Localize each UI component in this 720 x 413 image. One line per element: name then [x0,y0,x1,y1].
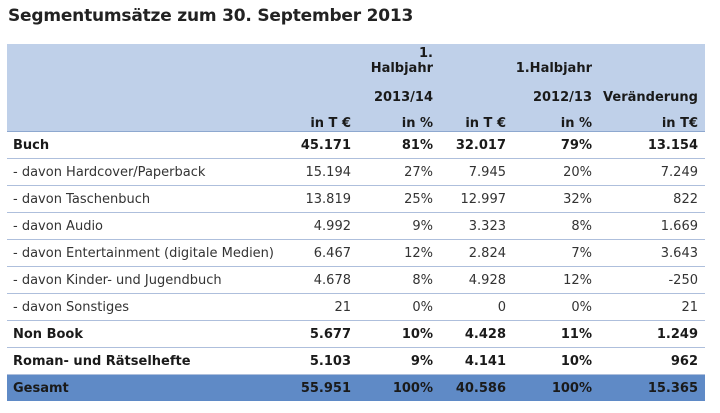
table-row: - davon Entertainment (digitale Medien) … [7,239,705,267]
value-2012: 2.824 [440,239,513,267]
header-row-period-line1: 1. Halbjahr 1.Halbjahr [7,44,705,79]
value-2013: 6.467 [282,239,358,267]
value-2013: 5.103 [282,347,358,375]
percent-2013: 9% [358,212,440,240]
header-empty-cell [7,79,282,105]
value-2012: 32.017 [440,131,513,159]
segment-revenue-table: 1. Halbjahr 1.Halbjahr 2013/14 2012/13 V… [7,44,705,401]
row-label: Buch [7,131,282,159]
value-2013: 13.819 [282,185,358,213]
table-row: - davon Taschenbuch 13.819 25% 12.997 32… [7,185,705,213]
percent-2012: 12% [513,266,599,294]
value-2013: 21 [282,293,358,321]
value-2013: 55.951 [300,380,351,396]
change-value: 822 [599,185,705,213]
table-row: - davon Sonstiges 21 0% 0 0% 21 [7,293,705,321]
change-value: 1.249 [599,320,705,348]
percent-2012: 32% [513,185,599,213]
value-2013: 5.677 [282,320,358,348]
percent-2013: 0% [358,293,440,321]
change-value: 7.249 [599,158,705,186]
row-label: - davon Entertainment (digitale Medien) [7,239,282,267]
header-period1-line1: 1. Halbjahr [370,46,433,76]
header-row-period-line2: 2013/14 2012/13 Veränderung [7,79,705,105]
table-body: Buch 45.171 81% 32.017 79% 13.154 - davo… [7,131,705,401]
table-row: Buch 45.171 81% 32.017 79% 13.154 [7,131,705,159]
value-2012: 40.586 [455,380,506,396]
header-period2-line1: 1.Halbjahr [515,61,592,76]
header-change-label: Veränderung [603,90,698,105]
percent-2013: 12% [358,239,440,267]
row-label: - davon Hardcover/Paperback [7,158,282,186]
header-empty-cell [599,44,705,79]
percent-2013: 81% [358,131,440,159]
change-value: -250 [599,266,705,294]
percent-2013: 27% [358,158,440,186]
value-2012: 3.323 [440,212,513,240]
header-unit-abs-1: in T € [282,105,358,132]
value-2013: 4.678 [282,266,358,294]
percent-2013: 25% [358,185,440,213]
row-label: Non Book [7,320,282,348]
header-empty-cell [7,44,282,79]
value-2012: 0 [440,293,513,321]
change-value: 21 [599,293,705,321]
table-row: Non Book 5.677 10% 4.428 11% 1.249 [7,320,705,348]
page-title: Segmentumsätze zum 30. September 2013 [8,6,414,26]
percent-2012: 10% [513,347,599,375]
value-2012: 7.945 [440,158,513,186]
row-label: - davon Taschenbuch [7,185,282,213]
value-2012: 4.141 [440,347,513,375]
value-2012: 4.928 [440,266,513,294]
value-2013: 15.194 [282,158,358,186]
value-2012: 12.997 [440,185,513,213]
table-row: - davon Kinder- und Jugendbuch 4.678 8% … [7,266,705,294]
header-empty-cell [440,44,513,79]
header-unit-abs-2: in T € [440,105,513,132]
percent-2012: 8% [513,212,599,240]
percent-2013: 8% [358,266,440,294]
change-value: 1.669 [599,212,705,240]
value-2013: 4.992 [282,212,358,240]
percent-2013: 9% [358,347,440,375]
header-period1-line2: 2013/14 [373,90,433,105]
change-value: 15.365 [647,380,698,396]
row-label: Gesamt [13,380,69,396]
row-label: - davon Sonstiges [7,293,282,321]
header-empty-cell [440,79,513,105]
header-unit-pct-1: in % [358,105,440,132]
percent-2012: 79% [513,131,599,159]
percent-2013: 100% [392,380,433,396]
value-2013: 45.171 [282,131,358,159]
change-value: 13.154 [599,131,705,159]
row-label: - davon Kinder- und Jugendbuch [7,266,282,294]
change-value: 962 [599,347,705,375]
header-empty-cell [7,105,282,132]
table-row: - davon Audio 4.992 9% 3.323 8% 1.669 [7,212,705,240]
percent-2012: 100% [551,380,592,396]
table-row: - davon Hardcover/Paperback 15.194 27% 7… [7,158,705,186]
percent-2012: 20% [513,158,599,186]
percent-2012: 7% [513,239,599,267]
header-empty-cell [282,44,358,79]
header-unit-pct-2: in % [513,105,599,132]
change-value: 3.643 [599,239,705,267]
row-label: Roman- und Rätselhefte [7,347,282,375]
row-label: - davon Audio [7,212,282,240]
header-row-units: in T € in % in T € in % in T€ [7,105,705,132]
table-header: 1. Halbjahr 1.Halbjahr 2013/14 2012/13 V… [7,44,705,132]
header-period2-line2: 2012/13 [532,90,592,105]
percent-2012: 0% [513,293,599,321]
percent-2012: 11% [513,320,599,348]
total-row: Gesamt 55.951 100% 40.586 100% 15.365 [7,374,705,401]
header-empty-cell [282,79,358,105]
header-unit-change: in T€ [599,105,705,132]
value-2012: 4.428 [440,320,513,348]
table-row: Roman- und Rätselhefte 5.103 9% 4.141 10… [7,347,705,375]
percent-2013: 10% [358,320,440,348]
